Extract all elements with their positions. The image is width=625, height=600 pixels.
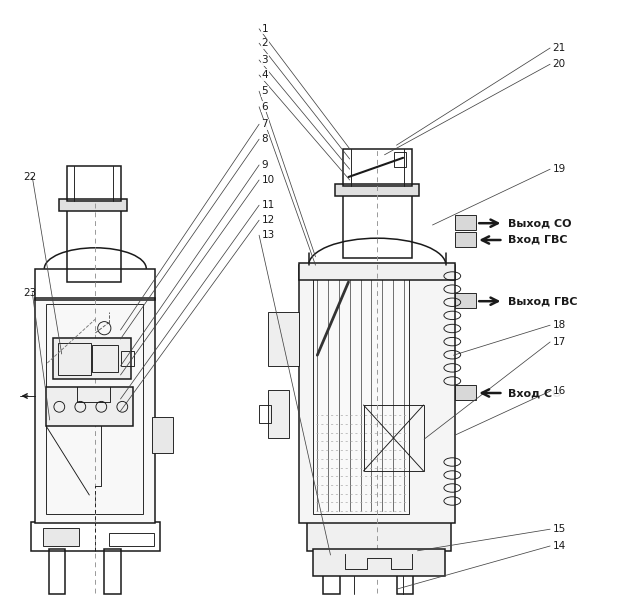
Text: 20: 20 [552,59,566,69]
Bar [121,351,134,366]
Bar [342,192,412,258]
Text: 13: 13 [261,230,275,240]
Text: 12: 12 [261,215,275,225]
Bar [66,207,121,282]
Text: 9: 9 [261,160,268,170]
Text: 18: 18 [552,320,566,330]
Bar [109,533,154,546]
Text: 21: 21 [552,43,566,53]
Text: 15: 15 [552,524,566,534]
Bar [312,271,409,514]
Bar [268,390,289,438]
Text: Выход ГВС: Выход ГВС [508,296,578,306]
Text: 10: 10 [261,175,274,185]
Text: 14: 14 [552,541,566,551]
Bar [104,549,121,594]
Text: 7: 7 [261,119,268,129]
Bar [53,338,131,379]
Text: 8: 8 [261,134,268,144]
Text: 5: 5 [261,86,268,96]
Bar [299,265,455,523]
Bar [35,298,155,523]
Bar [455,232,476,247]
Bar [59,199,126,211]
Text: Вход ГВС: Вход ГВС [508,235,568,245]
Bar [335,184,419,196]
Text: 16: 16 [552,386,566,396]
Bar [46,304,143,514]
Text: 6: 6 [261,102,268,112]
Text: 1: 1 [261,24,268,34]
Bar [35,269,155,300]
Text: 4: 4 [261,70,268,80]
Bar [49,549,65,594]
Bar [42,528,79,546]
Bar [396,549,413,594]
Bar [66,166,121,201]
Text: Вход СО: Вход СО [508,388,562,398]
Bar [312,549,444,576]
Bar [394,152,406,167]
Bar [342,149,412,186]
Bar [259,405,271,423]
Bar [268,312,299,366]
Bar [92,345,118,372]
Bar [152,417,173,453]
Bar [455,385,476,400]
Text: 2: 2 [261,38,268,48]
Bar [299,263,455,280]
Bar [306,522,451,551]
Bar [31,522,159,551]
Bar [46,387,133,426]
Text: 3: 3 [261,55,268,65]
Text: 23: 23 [23,288,36,298]
Bar [58,343,91,375]
Text: Выход СО: Выход СО [508,218,572,228]
Bar [323,549,340,594]
Bar [364,405,424,471]
Text: 19: 19 [552,164,566,174]
Bar [455,293,476,308]
Bar [455,215,476,230]
Text: 22: 22 [23,172,36,182]
Text: 11: 11 [261,200,275,210]
Text: 17: 17 [552,337,566,347]
